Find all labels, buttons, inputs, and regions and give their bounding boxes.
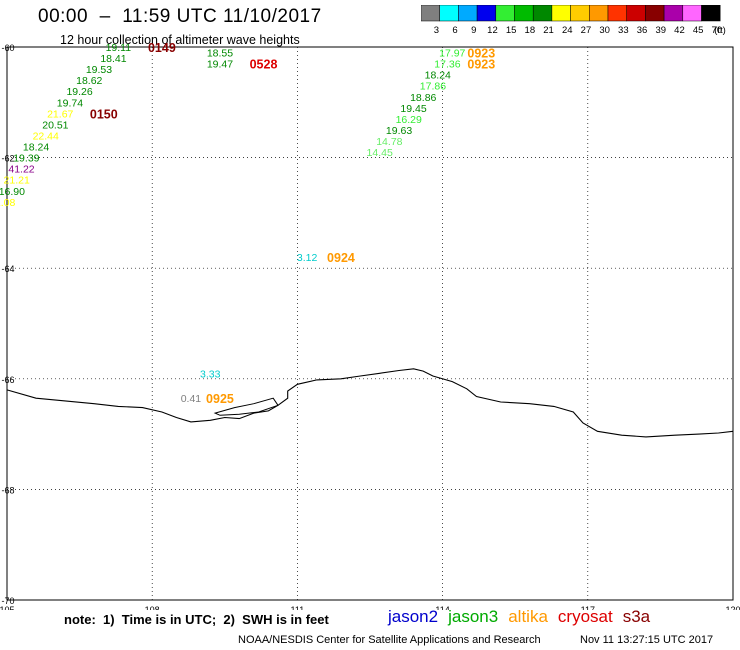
scale-label: 3: [434, 25, 439, 36]
scale-label: 30: [599, 25, 610, 36]
scale-label: 21: [543, 25, 554, 36]
scale-label: 18: [525, 25, 536, 36]
wave-height-value: 19.53: [86, 64, 112, 76]
lon-tick-label: 105: [0, 605, 15, 610]
wave-height-value: 20.51: [42, 119, 68, 131]
wave-height-value: 19.45: [400, 103, 426, 115]
wave-height-value: 21.21: [4, 175, 30, 187]
chart-title: 00:00 – 11:59 UTC 11/10/2017: [38, 6, 322, 27]
legend-item-jason2: jason2: [388, 607, 439, 626]
lat-tick-label: -64: [1, 264, 14, 274]
pass-time-label: 0925: [206, 392, 234, 406]
scale-label: 42: [674, 25, 685, 36]
wave-height-value: 21.08: [0, 197, 15, 209]
wave-height-value: 14.45: [367, 147, 393, 159]
scale-label: 45: [693, 25, 704, 36]
wave-height-value: 19.74: [57, 97, 83, 109]
satellite-legend: jason2 jason3 altika cryosat s3a: [388, 607, 660, 627]
lon-tick-label: 117: [581, 605, 595, 610]
scale-label: 6: [452, 25, 457, 36]
scale-label: 24: [562, 25, 573, 36]
wave-height-value: 41.22: [8, 164, 34, 176]
legend-item-cryosat: cryosat: [557, 607, 613, 626]
lat-tick-label: -60: [1, 43, 14, 53]
wave-height-value: 16.90: [0, 186, 25, 198]
footer-timestamp: Nov 11 13:27:15 UTC 2017: [580, 634, 714, 646]
wave-height-value: 21.67: [47, 108, 73, 120]
wave-height-value: 19.26: [66, 86, 92, 98]
legend-item-altika: altika: [508, 607, 548, 626]
lon-tick-label: 111: [291, 605, 305, 610]
lon-tick-label: 108: [145, 605, 160, 610]
wave-height-value: 19.11: [106, 42, 132, 54]
wave-height-value: 19.39: [13, 153, 39, 165]
coastline: [6, 368, 734, 438]
wave-height-value: 18.41: [100, 53, 126, 65]
wave-height-value: 3.12: [297, 252, 318, 264]
wave-height-value: 0.41: [181, 393, 202, 405]
lat-tick-label: -66: [1, 375, 14, 385]
lon-tick-label: 114: [435, 605, 449, 610]
pass-time-label: 0528: [250, 58, 278, 72]
scale-label: 27: [581, 25, 592, 36]
map-plot: 105 108 111 114 117 120 -60 -62 -64 -66 -68 -70 19.1…: [0, 41, 740, 610]
lat-tick-label: -70: [1, 596, 14, 606]
wave-height-value: 17.36: [434, 59, 460, 71]
wave-height-value: 18.55: [207, 48, 233, 60]
legend-item-s3a: s3a: [622, 607, 651, 626]
wave-height-value: 14.78: [376, 136, 402, 148]
note-text: note: 1) Time is in UTC; 2) SWH is in fe…: [64, 612, 329, 627]
wave-height-value: 18.86: [410, 92, 436, 104]
wave-height-value: 22.44: [33, 130, 59, 142]
lat-tick-label: -68: [1, 485, 14, 495]
pass-time-label: 0149: [148, 41, 176, 55]
wave-height-value: 19.63: [386, 125, 412, 137]
wave-height-value: 18.62: [76, 75, 102, 87]
wave-height-value: 3.33: [200, 368, 221, 380]
scale-label: 70: [712, 25, 723, 36]
color-scale-legend: 3 6 9 12 15 18 21 24 27 30 33 36 39 42 45 70(ft): [421, 5, 726, 36]
map-frame: [6, 46, 734, 601]
scale-label: 9: [471, 25, 476, 36]
pass-time-label: 0924: [327, 251, 355, 265]
wave-height-value: 18.24: [23, 142, 49, 154]
lon-tick-label: 120: [725, 605, 740, 610]
wave-height-value: 17.86: [420, 81, 446, 93]
wave-height-value: 19.47: [207, 59, 233, 71]
wave-height-value: 16.29: [396, 114, 422, 126]
scale-label: 12: [487, 25, 498, 36]
wave-height-value: 18.24: [425, 70, 451, 82]
pass-time-label: 0923: [467, 58, 495, 72]
pass-time-label: 0150: [90, 107, 118, 121]
island-outline: [213, 397, 279, 416]
lat-tick-label: -62: [1, 154, 14, 164]
footer-credit: NOAA/NESDIS Center for Satellite Applica…: [238, 634, 541, 646]
pass-time-label: 0923: [467, 47, 495, 61]
scale-unit: (ft): [714, 25, 726, 36]
scale-label: 33: [618, 25, 629, 36]
scale-label: 15: [506, 25, 517, 36]
scale-label: 39: [655, 25, 666, 36]
chart-subtitle: 12 hour collection of altimeter wave hei…: [60, 33, 300, 47]
legend-item-jason3: jason3: [448, 607, 499, 626]
scale-label: 36: [637, 25, 648, 36]
wave-height-value: 17.97: [439, 48, 465, 60]
scale-swatch: [701, 5, 721, 22]
